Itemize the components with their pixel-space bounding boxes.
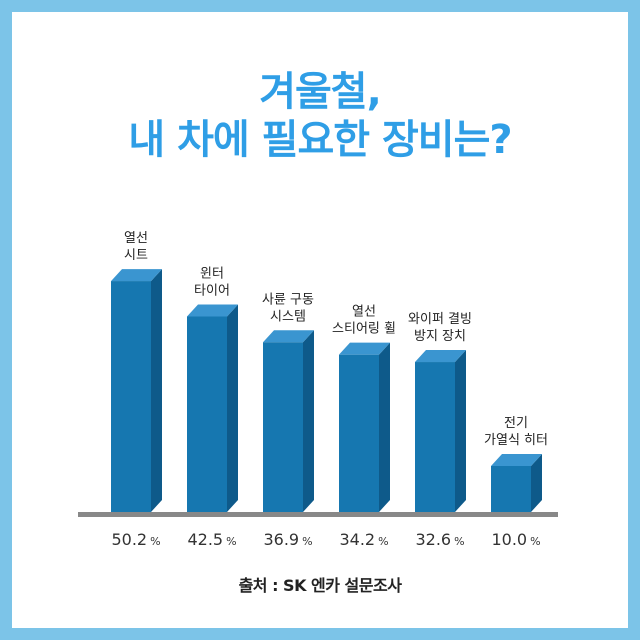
value-label: 34.2% — [339, 530, 388, 549]
baseline — [78, 512, 558, 517]
source-note: 출처 : SK 엔카 설문조사 — [238, 576, 402, 595]
bar-top — [111, 269, 162, 282]
chart-title-line2: 내 차에 필요한 장비는? — [128, 117, 512, 163]
category-label: 스티어링 휠 — [332, 322, 396, 337]
category-label: 타이어 — [194, 284, 230, 299]
category-label: 시트 — [124, 248, 148, 263]
bar — [111, 281, 151, 512]
bar-top — [263, 330, 314, 343]
category-label: 열선 — [352, 305, 376, 320]
value-label: 32.6% — [415, 530, 464, 549]
bar-side — [227, 304, 238, 512]
bar-side — [379, 342, 390, 512]
category-label: 시스템 — [270, 309, 306, 324]
bar — [415, 362, 455, 512]
value-label: 42.5% — [187, 530, 236, 549]
bar — [263, 342, 303, 512]
value-label: 50.2% — [111, 530, 160, 549]
bar-side — [531, 454, 542, 512]
bar-top — [415, 350, 466, 363]
bar-side — [151, 269, 162, 512]
bar-top — [491, 454, 542, 466]
bar — [491, 466, 531, 512]
value-label: 36.9% — [263, 530, 312, 549]
category-label: 열선 — [124, 231, 148, 246]
bar-side — [303, 330, 314, 512]
value-label: 10.0% — [491, 530, 540, 549]
category-label: 사륜 구동 — [262, 292, 314, 307]
category-label: 전기 — [504, 416, 528, 431]
category-label: 와이퍼 결빙 — [408, 312, 472, 327]
chart-title-line1: 겨울철, — [259, 69, 382, 115]
category-label: 방지 장치 — [414, 329, 466, 344]
bar — [187, 316, 227, 512]
bar-top — [187, 304, 238, 317]
bar — [339, 354, 379, 512]
category-label: 윈터 — [200, 267, 224, 282]
bar-top — [339, 342, 390, 355]
category-label: 가열식 히터 — [484, 433, 548, 448]
bar-side — [455, 350, 466, 512]
